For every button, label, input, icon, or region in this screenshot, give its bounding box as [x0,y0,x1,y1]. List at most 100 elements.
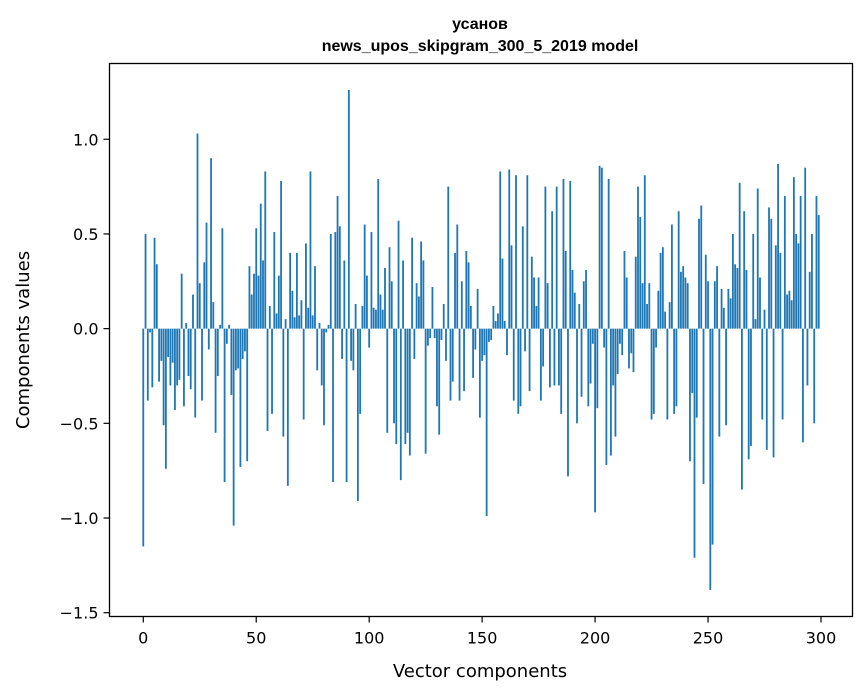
bar-268 [747,328,750,460]
bar-256 [720,288,723,329]
bar-270 [752,233,755,329]
bar-201 [596,328,599,409]
bar-72 [305,243,307,329]
bar-293 [804,167,807,329]
bar-188 [567,328,569,477]
bar-104 [377,179,380,329]
bar-280 [774,245,777,329]
bar-7 [158,328,160,382]
bar-98 [363,224,366,329]
bar-151 [483,328,486,356]
bar-135 [447,186,450,329]
bar-284 [783,196,786,329]
bar-81 [325,328,328,333]
bar-150 [481,328,484,361]
bar-60 [277,275,280,329]
bar-40 [232,328,235,526]
bar-173 [533,277,535,329]
bar-28 [205,222,208,329]
bar-121 [415,283,418,329]
bar-102 [372,307,375,329]
bar-291 [799,196,802,329]
bar-174 [535,305,538,329]
bar-41 [234,328,237,371]
bar-246 [698,218,700,329]
bar-200 [594,328,596,513]
bar-183 [555,186,558,329]
bar-289 [795,233,798,329]
x-tick-label: 150 [467,629,498,648]
bar-290 [797,243,800,329]
bar-129 [433,328,436,339]
bar-205 [605,328,608,465]
bar-226 [652,328,655,414]
bar-196 [585,269,587,329]
bar-13 [171,328,174,363]
bar-214 [625,277,628,329]
bar-213 [623,250,626,329]
bar-207 [609,328,612,456]
bar-208 [612,328,615,386]
bar-38 [228,324,231,329]
bar-24 [196,133,199,329]
bar-58 [273,232,276,329]
bar-4 [151,328,154,388]
bar-231 [664,311,667,329]
bar-118 [408,328,411,456]
bar-136 [449,328,452,401]
bar-184 [558,328,560,386]
bar-0 [142,328,145,547]
bar-262 [734,264,737,329]
bar-197 [587,328,590,407]
bar-292 [802,328,804,443]
bar-111 [393,328,395,424]
bar-115 [402,260,404,329]
bar-130 [436,328,438,407]
y-tick-label: −0.5 [60,414,99,433]
bar-159 [501,258,504,329]
bar-53 [262,260,264,329]
bar-78 [318,322,321,329]
bar-212 [621,328,624,356]
bar-18 [183,328,185,407]
bar-91 [347,90,350,329]
bar-298 [815,196,818,329]
bar-170 [526,175,529,329]
bar-15 [176,328,179,386]
bar-92 [350,328,353,361]
bar-127 [429,328,432,339]
bar-2 [146,328,149,401]
bar-87 [338,226,341,329]
bar-206 [607,179,610,329]
bar-277 [768,207,770,329]
bar-12 [169,328,172,386]
bar-221 [641,283,644,329]
bar-21 [189,328,192,390]
bar-20 [187,328,190,376]
bar-204 [603,328,606,348]
bar-283 [781,328,784,420]
bar-77 [316,328,319,371]
bar-178 [544,186,547,329]
bar-187 [564,250,567,329]
bar-180 [549,328,551,388]
bar-198 [589,328,592,384]
bar-10 [164,328,167,469]
bar-80 [323,328,325,426]
bar-55 [266,328,269,431]
bar-257 [722,307,725,329]
bar-215 [628,328,630,369]
bar-88 [341,328,343,359]
bar-1 [144,233,147,329]
bar-36 [223,328,226,483]
bar-42 [237,328,240,369]
bar-156 [494,321,497,329]
bar-99 [366,275,368,329]
x-tick-label: 250 [693,629,724,648]
bar-189 [569,180,572,329]
bar-164 [512,328,515,401]
bar-70 [300,300,303,329]
bar-50 [255,228,258,329]
bar-227 [655,328,657,348]
